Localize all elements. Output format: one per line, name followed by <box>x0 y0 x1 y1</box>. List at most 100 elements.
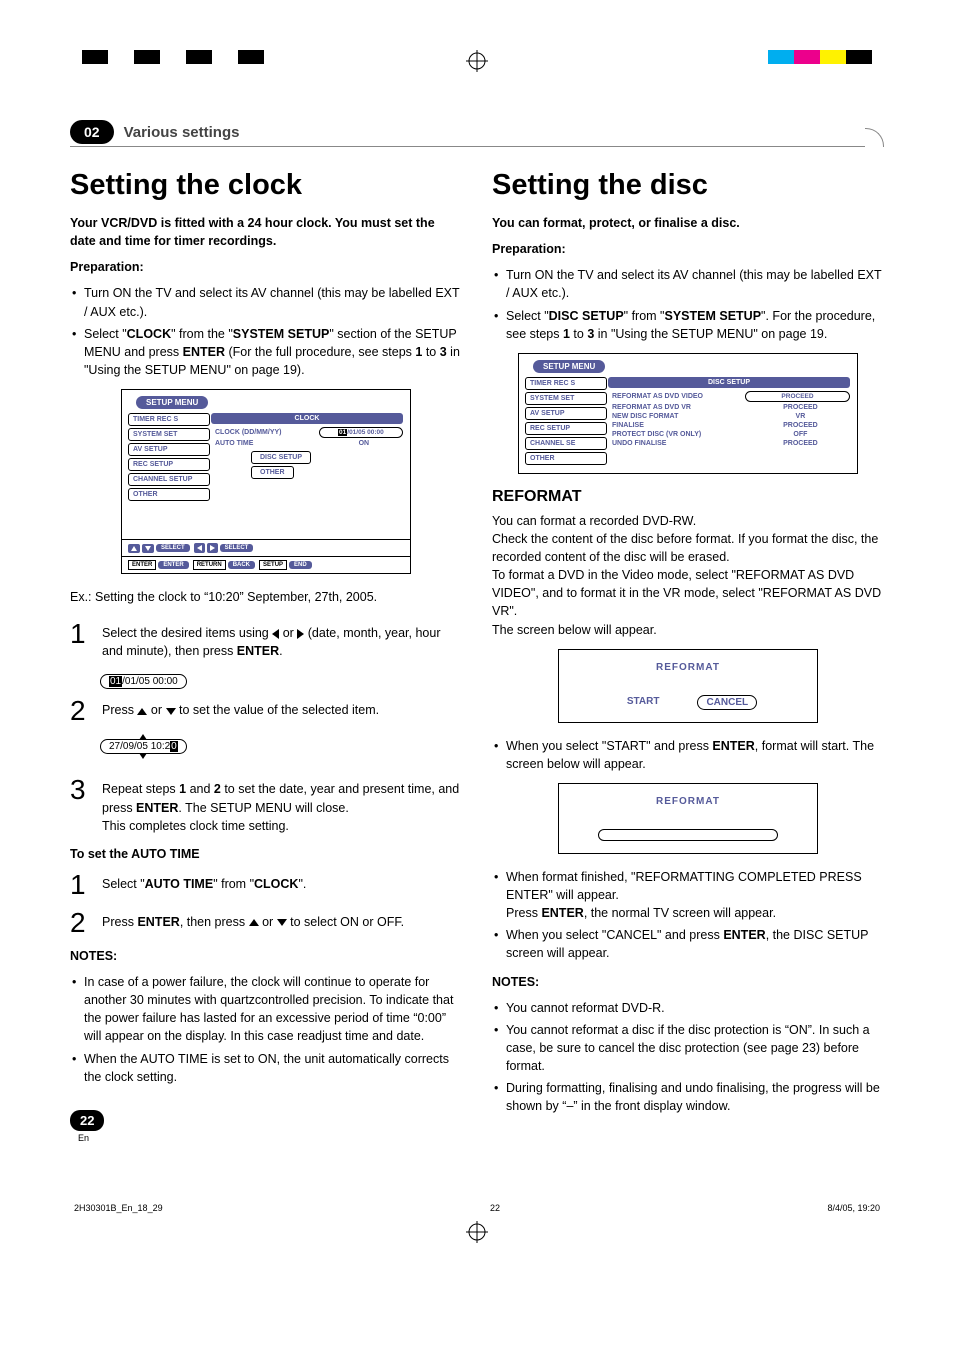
menu-row-label: CLOCK (DD/MM/YY) <box>211 429 319 436</box>
page-footer-badge: 22 En <box>70 1110 462 1143</box>
menu-title: SETUP MENU <box>136 396 208 409</box>
progress-bar <box>598 829 778 841</box>
step-number: 2 <box>70 909 92 937</box>
right-arrow-icon <box>297 629 304 639</box>
right-column: Setting the disc You can format, protect… <box>492 169 884 1143</box>
notes-heading: NOTES: <box>492 973 884 991</box>
menu-row-label: REFORMAT AS DVD VR <box>608 404 751 411</box>
menu-tab: REC SETUP <box>128 458 210 471</box>
menu-tab: AV SETUP <box>128 443 210 456</box>
menu-tab: CHANNEL SETUP <box>128 473 210 486</box>
note-item: During formatting, finalising and undo f… <box>492 1079 884 1115</box>
menu-key-legend: SELECT SELECT <box>122 539 410 556</box>
reformat-dialog-1: REFORMAT START CANCEL <box>558 649 818 723</box>
crosshair-icon <box>70 1221 884 1246</box>
step-text: Select "AUTO TIME" from "CLOCK". <box>102 871 462 899</box>
menu-tab: OTHER <box>525 452 607 465</box>
list-item: When you select "START" and press ENTER,… <box>492 737 884 773</box>
menu-tab: REC SETUP <box>525 422 607 435</box>
page-number: 22 <box>70 1110 104 1131</box>
setup-menu-diagram-disc: SETUP MENU TIMER REC S SYSTEM SET AV SET… <box>518 353 858 474</box>
prep-item: Turn ON the TV and select its AV channel… <box>70 284 462 320</box>
left-arrow-icon <box>272 629 279 639</box>
menu-subtab: OTHER <box>251 466 294 479</box>
print-footer: 2H30301B_En_18_29 22 8/4/05, 19:20 <box>70 1203 884 1213</box>
clock-value-pill-1: 01/01/05 00:00 <box>100 674 187 689</box>
up-arrow-icon <box>137 708 147 715</box>
left-column: Setting the clock Your VCR/DVD is fitted… <box>70 169 462 1143</box>
menu-tab: TIMER REC S <box>525 377 607 390</box>
chapter-title: Various settings <box>124 124 240 141</box>
step-text: Press or to set the value of the selecte… <box>102 697 462 725</box>
autotime-step-2: 2 Press ENTER, then press or to select O… <box>70 909 462 937</box>
cancel-button[interactable]: CANCEL <box>697 695 757 710</box>
chapter-header: 02 Various settings <box>70 120 884 147</box>
note-item: When the AUTO TIME is set to ON, the uni… <box>70 1050 462 1086</box>
menu-row-label: AUTO TIME <box>211 440 325 447</box>
menu-row-label: NEW DISC FORMAT <box>608 413 751 420</box>
section-heading-clock: Setting the clock <box>70 169 462 202</box>
preparation-list: Turn ON the TV and select its AV channel… <box>492 266 884 343</box>
preparation-heading: Preparation: <box>70 258 462 276</box>
list-item: When format finished, "REFORMATTING COMP… <box>492 868 884 922</box>
menu-tab: CHANNEL SE <box>525 437 607 450</box>
menu-tab: SYSTEM SET <box>525 392 607 405</box>
preparation-heading: Preparation: <box>492 240 884 258</box>
crosshair-icon <box>466 50 488 75</box>
menu-row-value: PROCEED <box>751 440 850 447</box>
list-item: When you select "CANCEL" and press ENTER… <box>492 926 884 962</box>
step-text: Select the desired items using or (date,… <box>102 620 462 660</box>
menu-row-label: PROTECT DISC (VR ONLY) <box>608 431 751 438</box>
footer-page: 22 <box>490 1203 500 1213</box>
menu-row-value: 01/01/05 00:00 <box>319 427 403 438</box>
menu-tab: SYSTEM SET <box>128 428 210 441</box>
step-number: 1 <box>70 871 92 899</box>
dialog-title: REFORMAT <box>559 662 817 673</box>
footer-doc-id: 2H30301B_En_18_29 <box>74 1203 163 1213</box>
prep-item: Select "CLOCK" from the "SYSTEM SETUP" s… <box>70 325 462 379</box>
up-arrow-icon <box>139 734 147 740</box>
menu-row-value: ON <box>325 440 403 447</box>
reformat-dialog-2: REFORMAT <box>558 783 818 854</box>
reformat-heading: REFORMAT <box>492 488 884 506</box>
menu-row-label: UNDO FINALISE <box>608 440 751 447</box>
menu-tab: OTHER <box>128 488 210 501</box>
after-dialog-2-text: When format finished, "REFORMATTING COMP… <box>492 868 884 963</box>
clock-value-pill-2: 27/09/05 10:20 <box>100 739 187 754</box>
clock-intro: Your VCR/DVD is fitted with a 24 hour cl… <box>70 214 462 250</box>
notes-list: You cannot reformat DVD-R. You cannot re… <box>492 999 884 1116</box>
note-item: In case of a power failure, the clock wi… <box>70 973 462 1046</box>
menu-title: SETUP MENU <box>533 360 605 373</box>
chapter-number-badge: 02 <box>70 120 114 144</box>
down-arrow-icon <box>166 708 176 715</box>
notes-list: In case of a power failure, the clock wi… <box>70 973 462 1086</box>
menu-row-value: PROCEED <box>751 422 850 429</box>
up-arrow-icon <box>249 919 259 926</box>
prep-item: Select "DISC SETUP" from "SYSTEM SETUP".… <box>492 307 884 343</box>
note-item: You cannot reformat DVD-R. <box>492 999 884 1017</box>
setup-menu-diagram-clock: SETUP MENU TIMER REC S SYSTEM SET AV SET… <box>121 389 411 574</box>
note-item: You cannot reformat a disc if the disc p… <box>492 1021 884 1075</box>
menu-row-label: FINALISE <box>608 422 751 429</box>
step-2: 2 Press or to set the value of the selec… <box>70 697 462 725</box>
menu-tab: AV SETUP <box>525 407 607 420</box>
reformat-text: You can format a recorded DVD-RW.Check t… <box>492 512 884 639</box>
example-text: Ex.: Setting the clock to “10:20” Septem… <box>70 588 462 606</box>
notes-heading: NOTES: <box>70 947 462 965</box>
dialog-title: REFORMAT <box>559 796 817 807</box>
menu-key-legend-2: ENTERENTER RETURNBACK SETUPEND <box>122 556 410 573</box>
preparation-list: Turn ON the TV and select its AV channel… <box>70 284 462 379</box>
down-arrow-icon <box>139 753 147 759</box>
start-button[interactable]: START <box>619 695 668 710</box>
menu-row-value: VR <box>751 413 850 420</box>
menu-row-value: PROCEED <box>751 404 850 411</box>
disc-intro: You can format, protect, or finalise a d… <box>492 214 884 232</box>
menu-row-value: OFF <box>751 431 850 438</box>
menu-row-label: REFORMAT AS DVD VIDEO <box>608 393 745 400</box>
registration-marks <box>70 50 884 70</box>
step-3: 3 Repeat steps 1 and 2 to set the date, … <box>70 776 462 834</box>
autotime-step-1: 1 Select "AUTO TIME" from "CLOCK". <box>70 871 462 899</box>
autotime-heading: To set the AUTO TIME <box>70 845 462 863</box>
page-language: En <box>78 1133 462 1143</box>
step-1: 1 Select the desired items using or (dat… <box>70 620 462 660</box>
